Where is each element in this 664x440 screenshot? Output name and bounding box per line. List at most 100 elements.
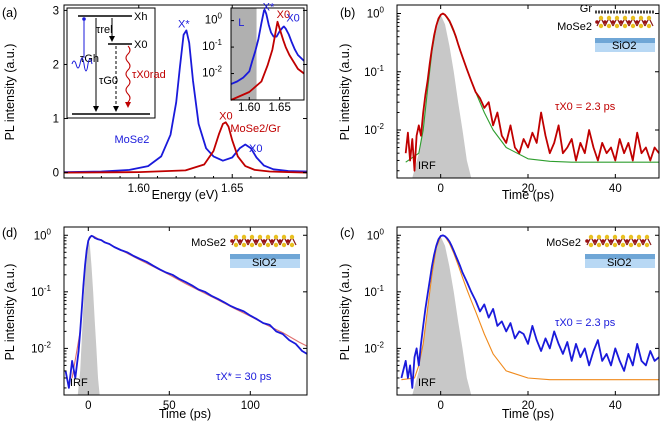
y-tick-label-d: 10-2 [31,340,51,355]
series-mose2 [63,29,308,173]
se-atom [628,234,634,240]
series-data [400,234,660,389]
mo-atom [633,239,637,243]
y-tick-label-a: 1 [53,114,59,126]
mo-atom [617,239,621,243]
series-data [404,12,660,172]
mo-atom [246,239,250,243]
label-tau-g-0: τG0 [99,75,118,87]
mo-atom [595,20,599,24]
mo-atom [619,20,623,24]
label-tau-rel: τrel [96,24,113,36]
se-atom [281,234,287,240]
series-mose2-gr [230,20,305,101]
x-tick-label-d: 0 [85,400,91,412]
tau-label-d: τX* = 30 ps [216,371,272,383]
y-axis-label-c: PL intensity (a.u.) [338,264,352,361]
se-atom [604,234,610,240]
substrate-shade-d [230,254,300,259]
x-tick-label-a: 1.65 [221,183,243,195]
irf-label-d: IRF [70,377,88,389]
se-atom [620,242,626,248]
annotation-x-star: X* [178,19,190,31]
se-atom [614,15,620,21]
label-sio2-d: SiO2 [252,257,276,269]
substrate-shade-c [585,254,655,259]
level-xh-label: Xh [134,11,147,23]
se-atom [596,242,602,248]
structure-mose2-sio2-d: MoSe2 SiO2 [191,234,300,269]
mo-atom [635,20,639,24]
se-atom [273,234,279,240]
se-atom [644,242,650,248]
se-atom [638,15,644,21]
radiative-decay-wave [125,45,131,103]
se-atom [612,234,618,240]
label-mose2-b: MoSe2 [557,21,592,33]
panel-label-a: (a) [2,6,17,20]
y-tick-label-b: 100 [367,6,385,21]
mo-atom [609,239,613,243]
se-atom [265,234,271,240]
panel-label-c: (c) [340,226,355,240]
label-mose2-gr: MoSe2/Gr [230,123,280,135]
se-atom [233,234,239,240]
se-atom [644,234,650,240]
se-atom [598,23,604,29]
x-tick-label-c: 0 [437,400,443,412]
level-x0-label: X0 [134,39,147,51]
se-atom [622,15,628,21]
axes-frame-a [63,4,308,179]
se-atom [265,242,271,248]
mo-atom [262,239,266,243]
se-atom [630,23,636,29]
se-atom [257,242,263,248]
y-tick-label-d: 100 [34,227,52,242]
mo-atom [254,239,258,243]
inset-y-tick-label: 10-2 [202,65,222,80]
panel-a-energy-spectrum: (a) 1.60 1.65 0 1 2 3 Energy (eV) PL intensi… [2,1,308,202]
series-mose2-gr [63,121,308,174]
x-axis-label-c: Time (ps) [502,407,554,421]
mo-atom [230,239,234,243]
x-axis-label-d: Time (ps) [159,407,211,421]
se-atom [606,23,612,29]
x-axis-label-a: Energy (eV) [152,188,219,202]
y-tick-label-c: 10-2 [364,340,384,355]
inset-log-spectrum: 1.60 1.65 10-2 10-1 100 L X* X0 X0 [202,1,305,114]
se-atom [249,234,255,240]
y-tick-label-b: 10-2 [364,122,384,137]
series-data [64,234,308,389]
panel-d-decay-xstar: (d) 0 50 100 10-2 10-1 100 Time (ps) PL inte… [2,226,308,421]
panel-b-decay-gr: (b) 0 20 40 10-2 10-1 100 Time (ps) PL inten… [338,3,660,202]
inset-annotation-x0-red: X0 [277,9,290,21]
se-atom [588,242,594,248]
mo-atom [643,20,647,24]
mose2-layer-c [585,234,652,248]
inset-annotation-x-star: X* [263,1,275,13]
inset-annotation-x0-blue: X0 [286,13,299,25]
se-atom [241,242,247,248]
laser-label: L [238,17,244,29]
series-mose2 [230,9,305,85]
se-atom [233,242,239,248]
excitation-dot [82,17,86,21]
tau-label-b: τX0 = 2.3 ps [555,101,616,113]
x-tick-label-d: 100 [241,400,260,412]
annotation-x0-blue: X0 [249,143,262,155]
series-fit [401,234,659,381]
se-atom [622,23,628,29]
x-tick-label-b: 20 [522,183,535,195]
se-atom [636,234,642,240]
se-atom [596,234,602,240]
mose2-layer-d [230,234,297,248]
se-atom [598,15,604,21]
level-diagram-frame [66,7,156,119]
x-tick-label-d: 50 [163,400,176,412]
axes-frame-d [63,226,308,396]
mose2-layer [595,15,654,29]
panel-label-b: (b) [340,6,355,20]
x-tick-label-b: 40 [609,183,622,195]
level-diagram: Xh X0 τrel τGh τG0 τX0rad [66,7,166,119]
